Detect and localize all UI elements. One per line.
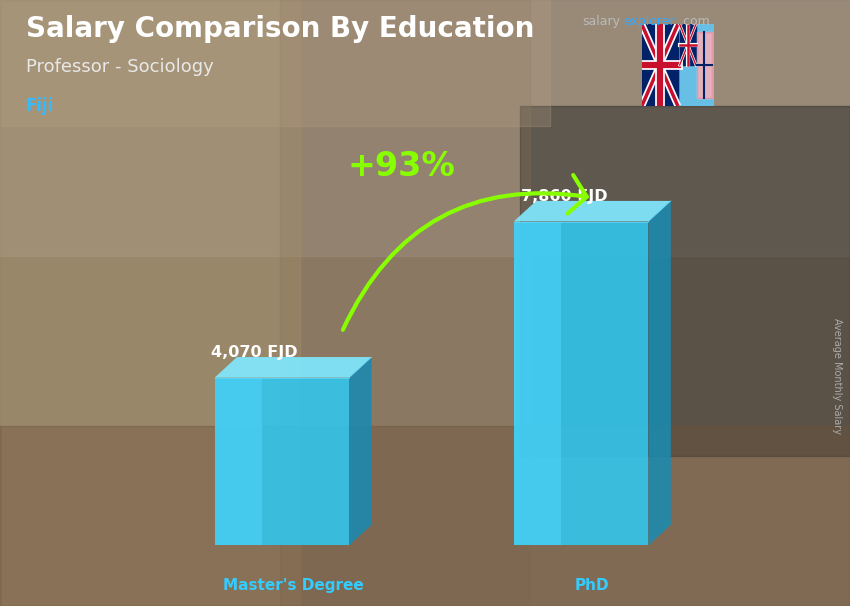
FancyArrowPatch shape	[343, 175, 586, 330]
Bar	[697, 33, 711, 98]
Polygon shape	[513, 222, 561, 545]
Polygon shape	[513, 201, 671, 222]
Text: PhD: PhD	[575, 578, 609, 593]
Bar	[520, 106, 850, 456]
Text: Fiji: Fiji	[26, 97, 54, 115]
Polygon shape	[214, 357, 371, 378]
Polygon shape	[214, 378, 262, 545]
Bar	[697, 33, 711, 98]
Text: Professor - Sociology: Professor - Sociology	[26, 58, 213, 76]
Text: .com: .com	[680, 15, 711, 28]
Bar	[0, 426, 850, 606]
Text: +93%: +93%	[348, 150, 456, 183]
Bar	[680, 24, 696, 65]
Text: 7,860 FJD: 7,860 FJD	[521, 189, 608, 204]
Polygon shape	[349, 357, 371, 545]
Bar	[0, 0, 300, 606]
Polygon shape	[649, 201, 671, 545]
Text: Salary Comparison By Education: Salary Comparison By Education	[26, 15, 534, 43]
Text: salary: salary	[582, 15, 620, 28]
Polygon shape	[214, 378, 349, 545]
Text: 4,070 FJD: 4,070 FJD	[211, 345, 298, 361]
Bar	[642, 24, 677, 106]
Bar	[280, 0, 530, 606]
Text: Master's Degree: Master's Degree	[223, 578, 364, 593]
Text: Average Monthly Salary: Average Monthly Salary	[832, 318, 842, 434]
Bar	[0, 0, 550, 126]
Bar	[680, 24, 714, 106]
Text: explorer: explorer	[623, 15, 675, 28]
Bar	[0, 0, 850, 256]
Polygon shape	[513, 222, 649, 545]
